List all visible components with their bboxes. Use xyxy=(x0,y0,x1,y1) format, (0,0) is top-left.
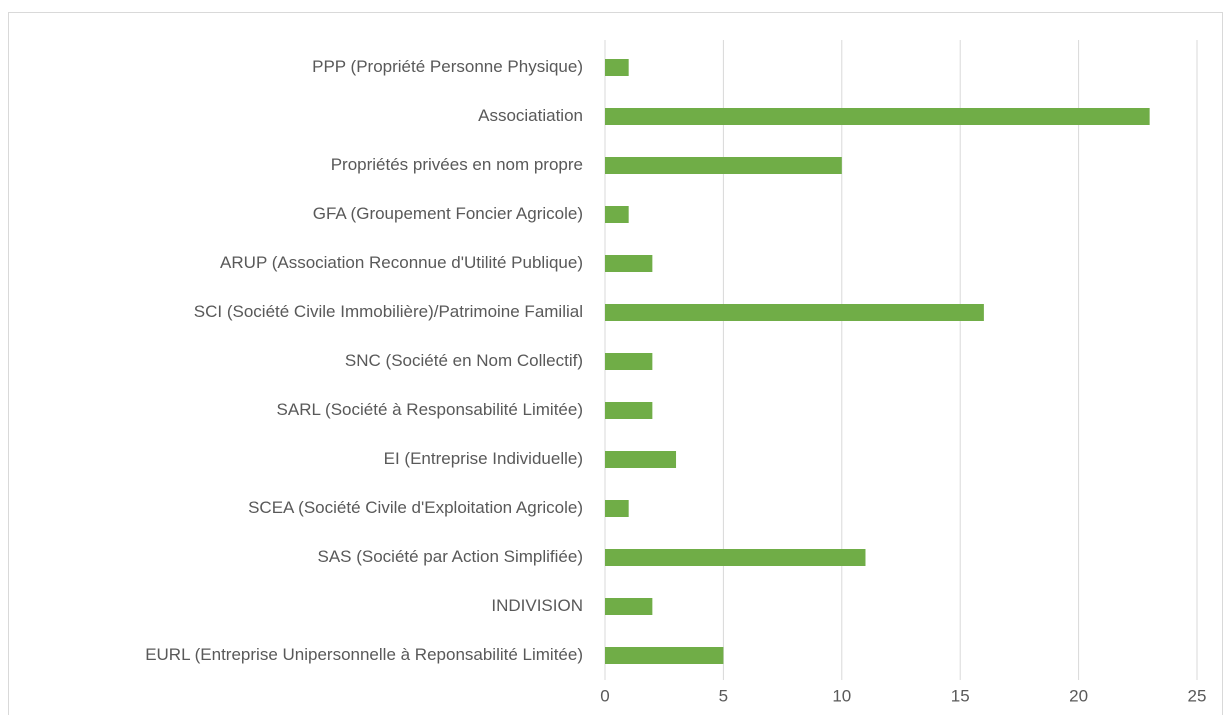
y-tick-label: SCEA (Société Civile d'Exploitation Agri… xyxy=(248,498,583,517)
bar xyxy=(605,353,653,370)
bar xyxy=(605,304,984,321)
bar xyxy=(605,255,653,272)
bar xyxy=(605,500,629,517)
bar xyxy=(605,206,629,223)
y-tick-label: EI (Entreprise Individuelle) xyxy=(384,449,583,468)
x-tick-label: 10 xyxy=(832,686,851,705)
bar xyxy=(605,598,653,615)
bar xyxy=(605,549,866,566)
y-tick-label: SNC (Société en Nom Collectif) xyxy=(345,351,583,370)
y-tick-label: Associatiation xyxy=(478,106,583,125)
y-tick-label: SARL (Société à Responsabilité Limitée) xyxy=(277,400,583,419)
y-tick-label: ARUP (Association Reconnue d'Utilité Pub… xyxy=(220,253,583,272)
chart-border xyxy=(8,12,1223,715)
x-tick-label: 15 xyxy=(951,686,970,705)
y-tick-label: PPP (Propriété Personne Physique) xyxy=(312,57,583,76)
y-tick-label: EURL (Entreprise Unipersonnelle à Repons… xyxy=(145,645,583,664)
bar xyxy=(605,108,1150,125)
bar xyxy=(605,59,629,76)
y-tick-label: SCI (Société Civile Immobilière)/Patrimo… xyxy=(194,302,583,321)
bar xyxy=(605,451,677,468)
y-tick-label: SAS (Société par Action Simplifiée) xyxy=(317,547,583,566)
x-tick-label: 0 xyxy=(600,686,609,705)
x-tick-label: 20 xyxy=(1069,686,1088,705)
y-tick-label: Propriétés privées en nom propre xyxy=(331,155,583,174)
x-tick-label: 25 xyxy=(1188,686,1207,705)
x-tick-label: 5 xyxy=(719,686,728,705)
y-tick-label: INDIVISION xyxy=(491,596,583,615)
bar xyxy=(605,402,653,419)
bar xyxy=(605,647,724,664)
bar xyxy=(605,157,842,174)
y-tick-label: GFA (Groupement Foncier Agricole) xyxy=(313,204,583,223)
